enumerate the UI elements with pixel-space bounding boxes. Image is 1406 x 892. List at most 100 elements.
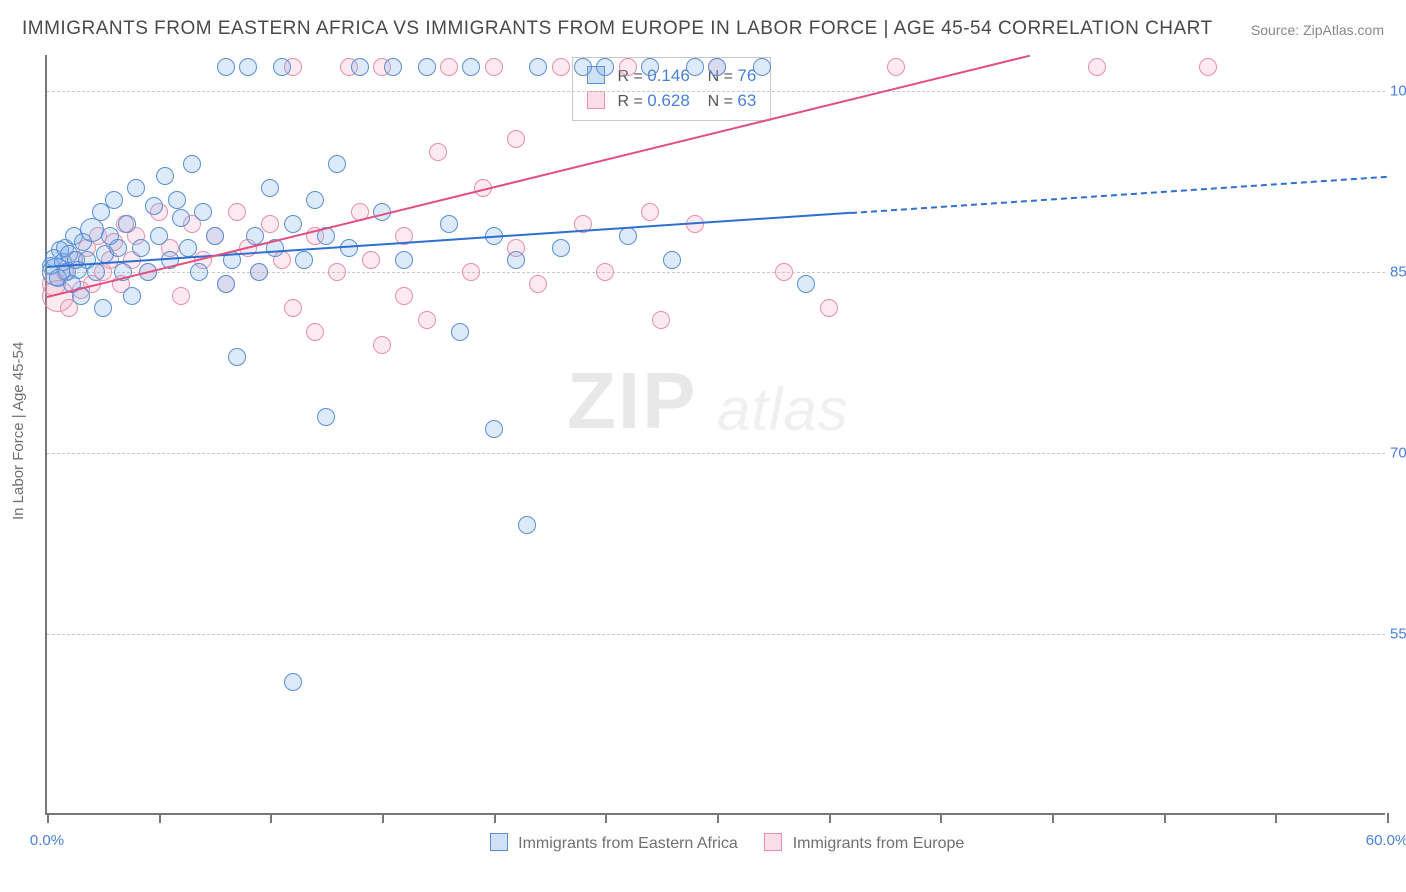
scatter-point [317, 408, 335, 426]
r-value-2: 0.628 [647, 91, 690, 110]
scatter-point [797, 275, 815, 293]
scatter-point [485, 58, 503, 76]
scatter-point [641, 58, 659, 76]
scatter-point [529, 275, 547, 293]
x-tick-label: 0.0% [30, 832, 64, 849]
scatter-point [306, 191, 324, 209]
scatter-point [239, 58, 257, 76]
scatter-point [284, 299, 302, 317]
scatter-point [295, 251, 313, 269]
scatter-point [87, 263, 105, 281]
gridline [47, 91, 1385, 92]
x-tick-mark [159, 813, 161, 823]
scatter-point [183, 155, 201, 173]
bottom-label-2: Immigrants from Europe [793, 835, 965, 852]
plot-area: ZIP atlas R = 0.146 N = 76 R = 0.628 N =… [45, 55, 1385, 815]
bottom-legend: Immigrants from Eastern Africa Immigrant… [47, 833, 1385, 853]
y-tick-label: 55.0% [1390, 626, 1406, 643]
scatter-point [1088, 58, 1106, 76]
scatter-point [663, 251, 681, 269]
scatter-point [418, 58, 436, 76]
scatter-point [518, 516, 536, 534]
scatter-point [328, 155, 346, 173]
x-tick-mark [270, 813, 272, 823]
trend-line [851, 176, 1387, 214]
stats-row-2: R = 0.628 N = 63 [587, 89, 756, 114]
x-tick-mark [1275, 813, 1277, 823]
scatter-point [574, 58, 592, 76]
scatter-point [109, 239, 127, 257]
scatter-point [179, 239, 197, 257]
watermark-zip: ZIP [567, 355, 697, 447]
scatter-point [596, 263, 614, 281]
scatter-point [820, 299, 838, 317]
scatter-point [273, 58, 291, 76]
scatter-point [395, 251, 413, 269]
scatter-point [552, 239, 570, 257]
scatter-point [485, 420, 503, 438]
x-tick-label: 60.0% [1366, 832, 1406, 849]
scatter-point [362, 251, 380, 269]
gridline [47, 634, 1385, 635]
x-tick-mark [829, 813, 831, 823]
scatter-point [194, 203, 212, 221]
scatter-point [641, 203, 659, 221]
scatter-point [127, 179, 145, 197]
scatter-point [753, 58, 771, 76]
scatter-point [887, 58, 905, 76]
scatter-point [351, 58, 369, 76]
scatter-point [190, 263, 208, 281]
chart-title: IMMIGRANTS FROM EASTERN AFRICA VS IMMIGR… [22, 18, 1213, 40]
scatter-point [619, 227, 637, 245]
scatter-point [652, 311, 670, 329]
scatter-point [156, 167, 174, 185]
y-tick-label: 100.0% [1390, 83, 1406, 100]
x-tick-mark [940, 813, 942, 823]
scatter-point [250, 263, 268, 281]
scatter-point [462, 263, 480, 281]
x-tick-mark [1052, 813, 1054, 823]
scatter-point [507, 251, 525, 269]
bottom-swatch-1 [490, 833, 508, 851]
scatter-point [94, 299, 112, 317]
scatter-point [462, 58, 480, 76]
scatter-point [395, 287, 413, 305]
x-tick-mark [605, 813, 607, 823]
scatter-point [686, 58, 704, 76]
scatter-point [284, 673, 302, 691]
bottom-label-1: Immigrants from Eastern Africa [518, 835, 738, 852]
scatter-point [261, 179, 279, 197]
x-tick-mark [494, 813, 496, 823]
scatter-point [373, 336, 391, 354]
chart-root: IMMIGRANTS FROM EASTERN AFRICA VS IMMIGR… [0, 0, 1406, 892]
scatter-point [529, 58, 547, 76]
y-axis-label: In Labor Force | Age 45-54 [10, 342, 27, 520]
scatter-point [132, 239, 150, 257]
n-value-2: 63 [737, 91, 756, 110]
gridline [47, 453, 1385, 454]
scatter-point [596, 58, 614, 76]
scatter-point [306, 323, 324, 341]
scatter-point [418, 311, 436, 329]
scatter-point [384, 58, 402, 76]
scatter-point [1199, 58, 1217, 76]
x-tick-mark [717, 813, 719, 823]
bottom-swatch-2 [764, 833, 782, 851]
scatter-point [429, 143, 447, 161]
scatter-point [228, 203, 246, 221]
scatter-point [552, 58, 570, 76]
x-tick-mark [1164, 813, 1166, 823]
scatter-point [206, 227, 224, 245]
scatter-point [440, 215, 458, 233]
scatter-point [775, 263, 793, 281]
legend-swatch-2 [587, 91, 605, 109]
scatter-point [261, 215, 279, 233]
scatter-point [228, 348, 246, 366]
scatter-point [145, 197, 163, 215]
scatter-point [118, 215, 136, 233]
scatter-point [451, 323, 469, 341]
scatter-point [168, 191, 186, 209]
scatter-point [328, 263, 346, 281]
gridline [47, 272, 1385, 273]
scatter-point [105, 191, 123, 209]
